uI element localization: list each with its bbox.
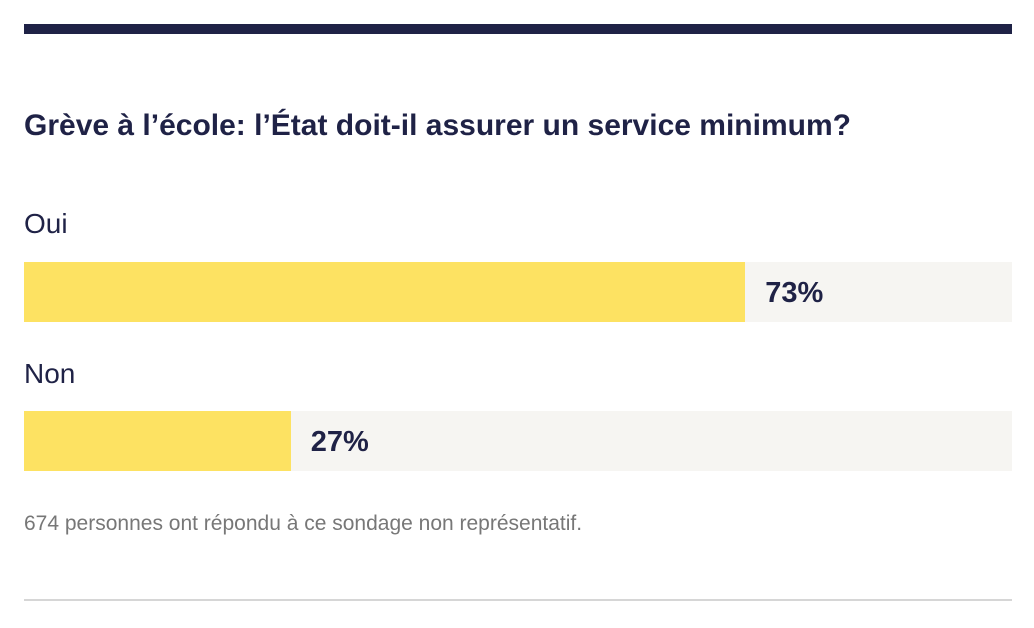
bar-value-non: 27%	[310, 426, 369, 458]
poll-title: Grève à l’école: l’État doit-il assurer …	[24, 109, 851, 142]
bar-oui	[24, 262, 746, 322]
bar-value-oui: 73%	[765, 277, 824, 309]
option-label-oui: Oui	[24, 208, 68, 239]
bar-track-oui: 73%	[24, 262, 1012, 322]
top-rule	[24, 24, 1012, 34]
bottom-rule	[24, 599, 1012, 601]
option-label-non: Non	[24, 358, 76, 389]
bar-track-non: 27%	[24, 411, 1012, 471]
footnote: 674 personnes ont répondu à ce sondage n…	[24, 512, 583, 535]
bar-non	[24, 411, 291, 471]
